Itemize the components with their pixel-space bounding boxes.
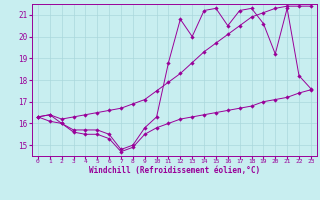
X-axis label: Windchill (Refroidissement éolien,°C): Windchill (Refroidissement éolien,°C) (89, 166, 260, 175)
